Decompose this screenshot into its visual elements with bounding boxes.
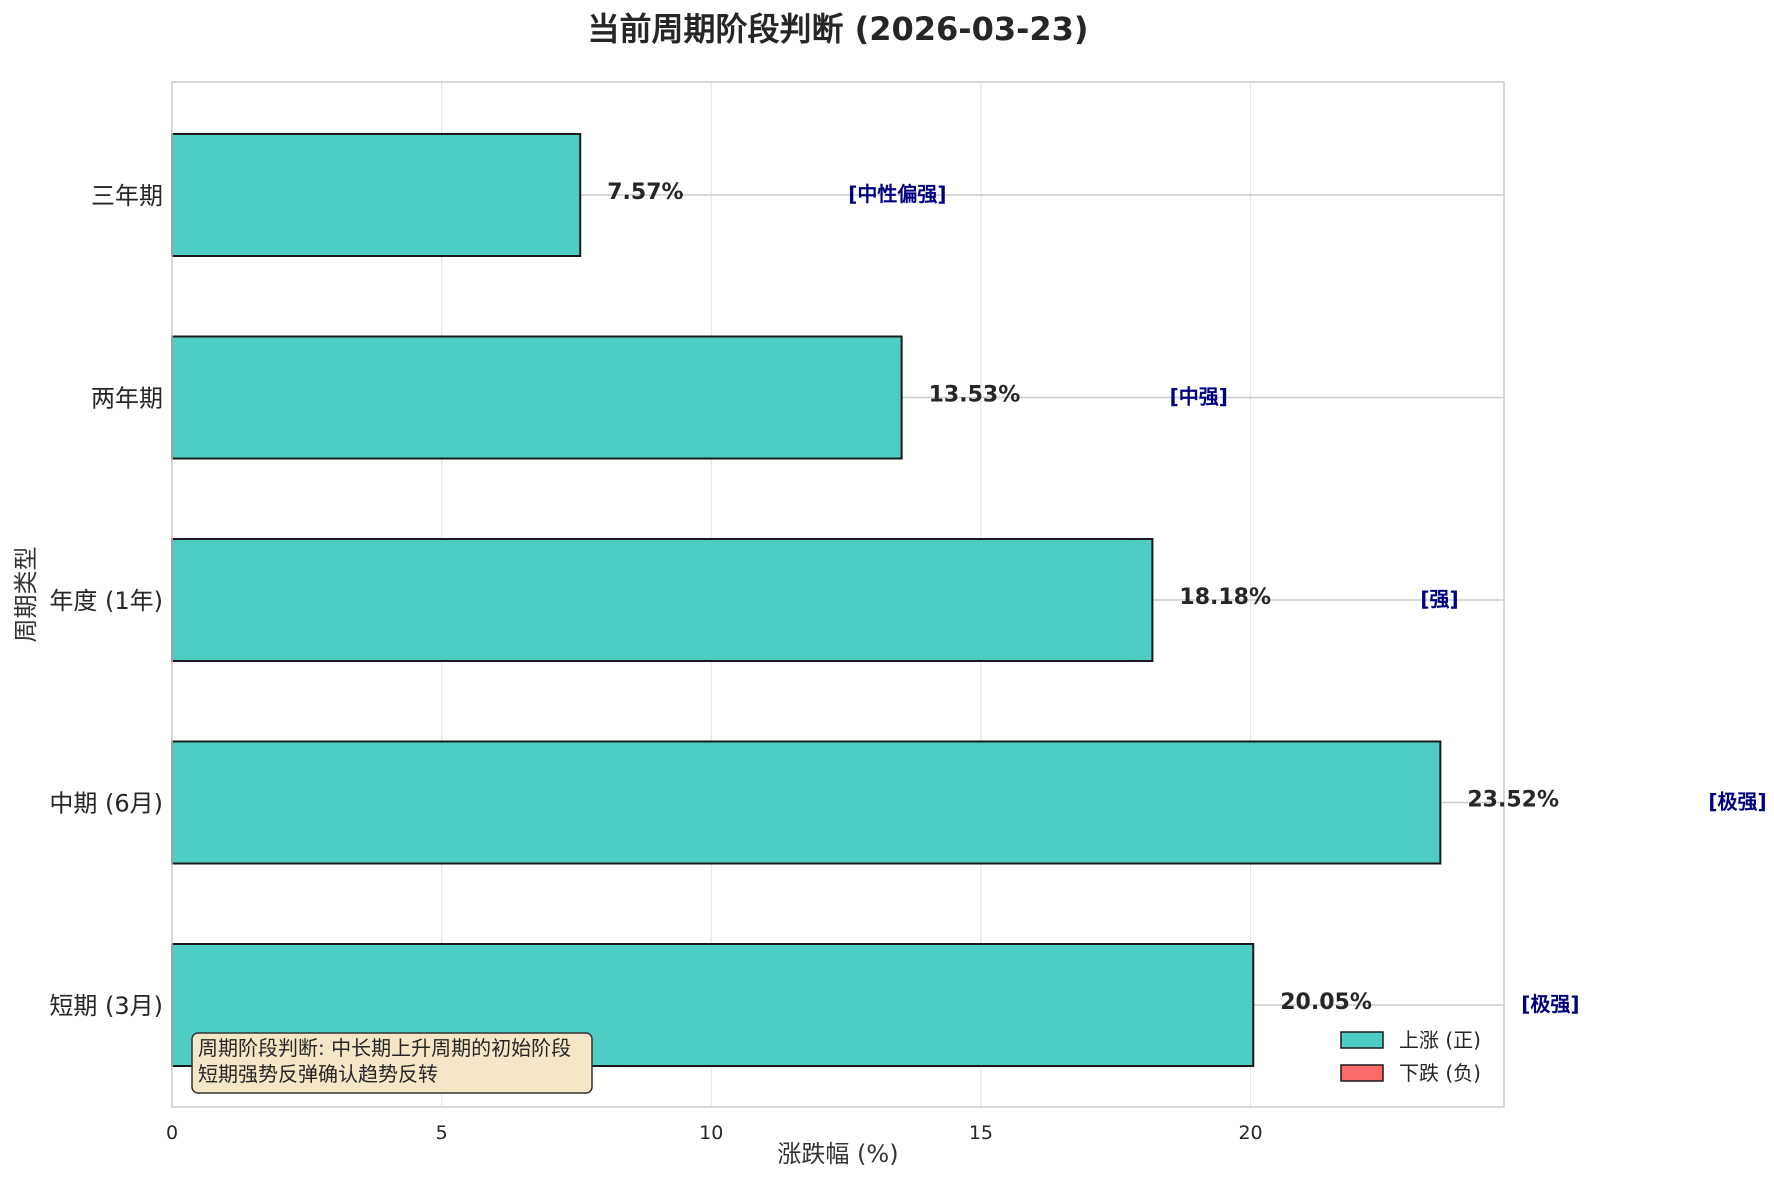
legend-swatch: [1340, 1031, 1384, 1049]
bar: [171, 335, 903, 460]
x-tick-label: 15: [969, 1122, 993, 1144]
legend-label: 上涨 (正): [1399, 1028, 1481, 1052]
data-label: 20.05%: [1280, 990, 1372, 1015]
strength-tag: [极强]: [1521, 992, 1579, 1016]
x-tick-label: 10: [699, 1122, 723, 1144]
x-tick-label: 0: [166, 1122, 178, 1144]
strength-tag: [强]: [1420, 587, 1458, 611]
frame-layer: [171, 81, 1505, 1108]
data-label: 18.18%: [1179, 585, 1271, 610]
bar: [171, 740, 1442, 865]
chart-title: 当前周期阶段判断 (2026-03-23): [587, 10, 1088, 48]
bar: [171, 133, 582, 257]
y-tick-label: 三年期: [91, 182, 163, 210]
annotation-line: 周期阶段判断: 中长期上升周期的初始阶段: [198, 1036, 571, 1060]
plot-frame: [171, 81, 1505, 1108]
strength-tag: [中性偏强]: [848, 182, 946, 206]
data-label: 23.52%: [1467, 788, 1559, 813]
y-tick-label: 年度 (1年): [49, 587, 163, 615]
legend-label: 下跌 (负): [1399, 1061, 1481, 1085]
bar: [171, 943, 1255, 1067]
strength-tag: [极强]: [1708, 790, 1766, 814]
data-label: 13.53%: [929, 383, 1021, 408]
annotation-box-bg: [191, 1032, 593, 1094]
bars-layer: [171, 133, 1442, 1067]
y-tick-label: 两年期: [91, 385, 163, 413]
data-label: 7.57%: [607, 180, 683, 205]
annotation-line: 短期强势反弹确认趋势反转: [198, 1062, 438, 1086]
x-tick-label: 5: [436, 1122, 448, 1144]
y-tick-label: 短期 (3月): [49, 992, 163, 1020]
y-tick-label: 中期 (6月): [49, 790, 163, 818]
text-layer: 当前周期阶段判断 (2026-03-23) 0 5 10 15 20 短期 (3月) 中期 (…: [12, 10, 1767, 1168]
legend: 上涨 (正) 下跌 (负): [1340, 1028, 1481, 1085]
bar: [171, 538, 1154, 662]
strength-tag: [中强]: [1170, 385, 1228, 409]
legend-swatch: [1340, 1064, 1384, 1082]
x-axis-label: 涨跌幅 (%): [777, 1140, 898, 1168]
x-tick-label: 20: [1238, 1122, 1262, 1144]
y-axis-label: 周期类型: [12, 547, 40, 643]
